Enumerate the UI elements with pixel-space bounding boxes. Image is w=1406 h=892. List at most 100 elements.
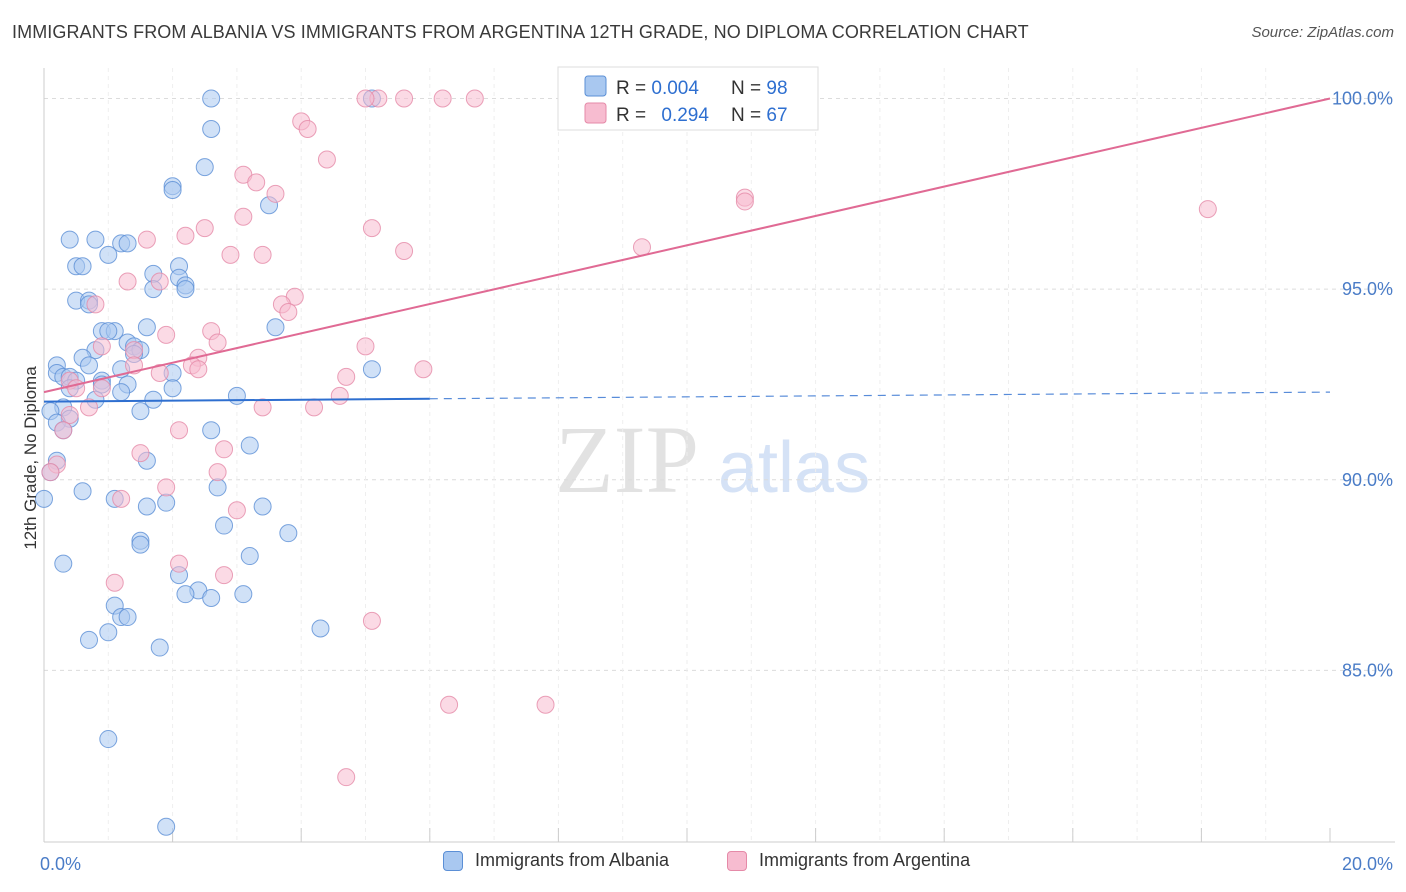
albania-point-64 <box>73 482 92 501</box>
argentina-point-62 <box>105 573 124 592</box>
x-tick-label-1: 20.0% <box>1342 854 1393 874</box>
albania-point-46 <box>163 379 182 398</box>
albania-point-87 <box>150 638 169 657</box>
argentina-point-27 <box>86 295 105 314</box>
legend-argentina-n-value: 67 <box>766 105 787 126</box>
argentina-point-51 <box>170 421 189 440</box>
argentina-point-55 <box>41 463 60 482</box>
bottom-legend-argentina-swatch <box>727 850 747 871</box>
bottom-legend-albania-label: Immigrants from Albania <box>475 850 670 870</box>
albania-point-58 <box>202 421 221 440</box>
argentina-point-30 <box>157 325 176 344</box>
albania-point-51 <box>144 390 163 409</box>
albania-point-75 <box>54 554 73 573</box>
legend-argentina-r-value: 0.294 <box>661 105 709 126</box>
argentina-point-1 <box>395 89 414 108</box>
argentina-point-22 <box>253 245 272 264</box>
albania-point-69 <box>253 497 272 516</box>
legend-argentina-r-label: R = <box>616 105 651 126</box>
albania-point-79 <box>234 585 253 604</box>
argentina-point-56 <box>208 463 227 482</box>
albania-point-37 <box>362 360 381 379</box>
argentina-point-38 <box>189 360 208 379</box>
chart-title: IMMIGRANTS FROM ALBANIA VS IMMIGRANTS FR… <box>12 22 1029 42</box>
albania-point-71 <box>279 524 298 543</box>
albania-point-27 <box>99 322 118 341</box>
albania-point-23 <box>266 318 285 337</box>
argentina-point-65 <box>536 695 555 714</box>
argentina-point-20 <box>395 242 414 261</box>
argentina-point-66 <box>337 768 356 787</box>
argentina-point-9 <box>247 173 266 192</box>
legend-albania-r-value: 0.004 <box>651 78 699 99</box>
argentina-point-47 <box>253 398 272 417</box>
albania-point-74 <box>240 547 259 566</box>
svg-text:R = 0.294: R = 0.294 <box>616 105 709 126</box>
watermark-atlas: atlas <box>718 428 870 508</box>
albania-point-11 <box>99 245 118 264</box>
argentina-point-50 <box>54 421 73 440</box>
albania-point-68 <box>137 497 156 516</box>
argentina-point-45 <box>330 386 349 405</box>
argentina-point-64 <box>440 695 459 714</box>
bottom-legend-albania-swatch <box>443 850 463 871</box>
albania-point-84 <box>311 619 330 638</box>
argentina-point-13 <box>1198 200 1217 219</box>
albania-point-65 <box>35 489 53 508</box>
argentina-point-12 <box>735 192 754 211</box>
albania-point-2 <box>202 120 221 139</box>
argentina-point-49 <box>60 405 79 424</box>
argentina-point-48 <box>305 398 324 417</box>
argentina-point-41 <box>337 367 356 386</box>
argentina-point-33 <box>92 337 111 356</box>
argentina-point-57 <box>157 478 176 497</box>
argentina-point-19 <box>632 238 651 257</box>
albania-trend-solid <box>43 397 430 403</box>
axes <box>43 68 1395 843</box>
albania-trend-dashed <box>429 391 1331 400</box>
bottom-legend-argentina[interactable]: Immigrants from Argentina <box>727 850 970 871</box>
argentina-point-7 <box>317 150 336 169</box>
argentina-point-63 <box>362 611 381 630</box>
albania-point-78 <box>176 585 195 604</box>
albania-point-5 <box>163 181 182 200</box>
albania-point-0 <box>202 89 221 108</box>
albania-point-59 <box>240 436 259 455</box>
argentina-point-15 <box>195 219 214 238</box>
albania-point-70 <box>215 516 234 535</box>
legend-albania-swatch <box>584 75 607 97</box>
argentina-points <box>41 89 1217 787</box>
albania-point-10 <box>118 234 137 253</box>
argentina-point-31 <box>208 333 227 352</box>
svg-text:R = 0.004: R = 0.004 <box>616 78 699 99</box>
argentina-point-59 <box>227 501 246 520</box>
argentina-point-10 <box>266 184 285 203</box>
argentina-point-23 <box>118 272 137 291</box>
albania-point-54 <box>131 402 150 421</box>
bottom-legend-argentina-label: Immigrants from Argentina <box>759 850 971 870</box>
watermark-zip: ZIP <box>555 406 699 513</box>
argentina-point-60 <box>170 554 189 573</box>
legend-albania-n-label: N = <box>731 78 766 99</box>
y-tick-label-2: 95.0% <box>1342 279 1393 299</box>
argentina-trend-line <box>43 97 1331 394</box>
argentina-point-3 <box>465 89 484 108</box>
argentina-point-39 <box>414 360 433 379</box>
argentina-point-44 <box>92 379 111 398</box>
argentina-point-2 <box>433 89 452 108</box>
albania-point-83 <box>118 608 137 627</box>
legend-argentina-n-label: N = <box>731 105 766 126</box>
argentina-point-40 <box>150 364 169 383</box>
svg-text:N = 98: N = 98 <box>731 78 788 99</box>
y-axis-label: 12th Grade, No Diploma <box>21 366 40 550</box>
x-tick-label-0: 0.0% <box>40 854 81 874</box>
legend-albania-n-value: 98 <box>766 78 787 99</box>
argentina-point-24 <box>150 272 169 291</box>
albania-point-88 <box>99 730 118 749</box>
argentina-point-14 <box>234 207 253 226</box>
bottom-legend-albania[interactable]: Immigrants from Albania <box>443 850 669 871</box>
argentina-point-32 <box>356 337 375 356</box>
argentina-point-6 <box>298 120 317 139</box>
bottom-legend: Immigrants from Albania Immigrants from … <box>0 850 1406 880</box>
